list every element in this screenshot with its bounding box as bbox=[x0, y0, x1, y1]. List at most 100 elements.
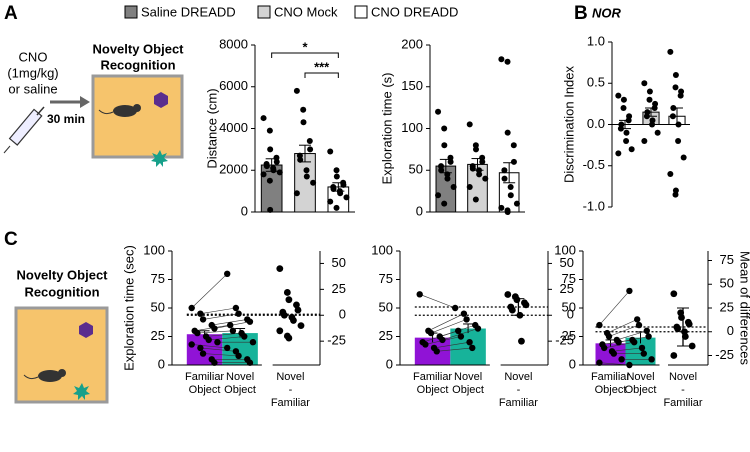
data-point bbox=[648, 356, 655, 363]
x-tick-label: Novel Object bbox=[452, 371, 484, 396]
data-point bbox=[267, 206, 274, 213]
data-point bbox=[273, 158, 280, 165]
data-point bbox=[643, 327, 650, 334]
pair-line bbox=[208, 336, 245, 341]
legend-label: Saline DREADD bbox=[141, 4, 236, 19]
data-point bbox=[646, 88, 653, 95]
data-point bbox=[433, 348, 440, 355]
data-point bbox=[229, 327, 237, 334]
x-tick-label: Novel Object bbox=[224, 371, 256, 396]
x-tick-label: Familiar Object bbox=[591, 371, 630, 396]
x-tick-label: Novel -Familiar bbox=[499, 371, 538, 409]
significance-label: * bbox=[302, 39, 308, 54]
data-point bbox=[303, 173, 310, 180]
pair-line bbox=[203, 313, 239, 320]
data-point bbox=[476, 171, 483, 178]
data-point bbox=[450, 183, 457, 190]
y-tick-label: 25 bbox=[562, 328, 576, 343]
data-point bbox=[188, 341, 195, 348]
y2-tick-label: 0 bbox=[339, 307, 346, 322]
data-point bbox=[327, 148, 334, 155]
data-point bbox=[634, 316, 641, 323]
y2-tick-label: 25 bbox=[332, 281, 346, 296]
y-tick-label: 150 bbox=[401, 78, 423, 93]
data-point bbox=[293, 87, 300, 94]
data-point bbox=[469, 344, 476, 352]
y-tick-label: 75 bbox=[151, 271, 165, 286]
y2-tick-label: -25 bbox=[327, 333, 346, 348]
delay-text: 30 min bbox=[47, 112, 85, 126]
syringe bbox=[3, 106, 45, 154]
data-point bbox=[260, 115, 267, 122]
data-point bbox=[330, 186, 337, 193]
data-point bbox=[249, 339, 257, 346]
pair-line bbox=[434, 341, 470, 349]
x-tick-label: Novel Object bbox=[625, 371, 657, 396]
data-point bbox=[620, 105, 627, 111]
chart-title: NOR bbox=[592, 5, 622, 20]
difference-point bbox=[285, 334, 293, 342]
y2-tick-label: -25 bbox=[715, 347, 734, 362]
data-point bbox=[214, 339, 221, 346]
y2-tick-label: 50 bbox=[332, 255, 346, 270]
y-tick-label: 0 bbox=[416, 203, 423, 218]
pair-line bbox=[599, 290, 630, 326]
data-point bbox=[293, 190, 300, 197]
data-point bbox=[498, 56, 505, 63]
data-point bbox=[197, 344, 204, 352]
data-point bbox=[479, 154, 486, 161]
data-point bbox=[199, 316, 207, 323]
data-point bbox=[224, 344, 231, 352]
difference-point bbox=[285, 296, 293, 304]
bar bbox=[450, 328, 486, 365]
significance-label: *** bbox=[314, 59, 330, 74]
difference-point bbox=[508, 306, 516, 314]
y-axis-title: Discrimination Index bbox=[561, 65, 576, 183]
data-point bbox=[224, 270, 231, 277]
data-point bbox=[310, 179, 317, 186]
data-point bbox=[615, 339, 622, 346]
pair-line bbox=[191, 273, 228, 309]
data-point bbox=[211, 325, 218, 332]
difference-point bbox=[670, 290, 678, 298]
y-tick-label: 25 bbox=[379, 328, 393, 343]
data-point bbox=[501, 175, 508, 182]
panel-label: B bbox=[574, 3, 588, 24]
data-point bbox=[466, 121, 473, 128]
data-point bbox=[297, 156, 304, 163]
data-point bbox=[333, 167, 340, 174]
data-point bbox=[513, 200, 520, 207]
y-tick-label: 4000 bbox=[219, 120, 248, 135]
significance-bracket bbox=[271, 52, 339, 58]
y-tick-label: 25 bbox=[151, 328, 165, 343]
y-tick-label: -0.5 bbox=[583, 157, 605, 172]
data-point bbox=[444, 175, 451, 182]
data-point bbox=[438, 167, 445, 174]
panel-label: C bbox=[4, 229, 18, 250]
data-point bbox=[227, 321, 234, 329]
drug-text: (1mg/kg) bbox=[7, 65, 58, 80]
data-point bbox=[620, 96, 627, 103]
data-point bbox=[327, 198, 334, 205]
data-point bbox=[646, 96, 653, 103]
pair-line bbox=[197, 330, 233, 334]
y-tick-label: 50 bbox=[409, 162, 423, 177]
data-point bbox=[307, 146, 314, 153]
y-axis-title: Exploration time (sec) bbox=[121, 245, 136, 371]
data-point bbox=[333, 204, 340, 211]
y-tick-label: 50 bbox=[562, 299, 576, 314]
y-tick-label: 0.0 bbox=[587, 116, 605, 131]
data-point bbox=[623, 138, 630, 144]
data-point bbox=[266, 127, 273, 134]
data-point bbox=[194, 329, 201, 337]
data-point bbox=[654, 129, 661, 136]
arena bbox=[91, 74, 184, 167]
x-tick-label: Novel -Familiar bbox=[663, 371, 702, 409]
y-tick-label: 0 bbox=[386, 356, 393, 371]
y2-tick-label: 25 bbox=[720, 299, 734, 314]
difference-point bbox=[513, 296, 521, 304]
data-point bbox=[596, 359, 603, 366]
data-point bbox=[601, 344, 608, 352]
difference-point bbox=[688, 342, 696, 350]
data-point bbox=[675, 138, 682, 144]
